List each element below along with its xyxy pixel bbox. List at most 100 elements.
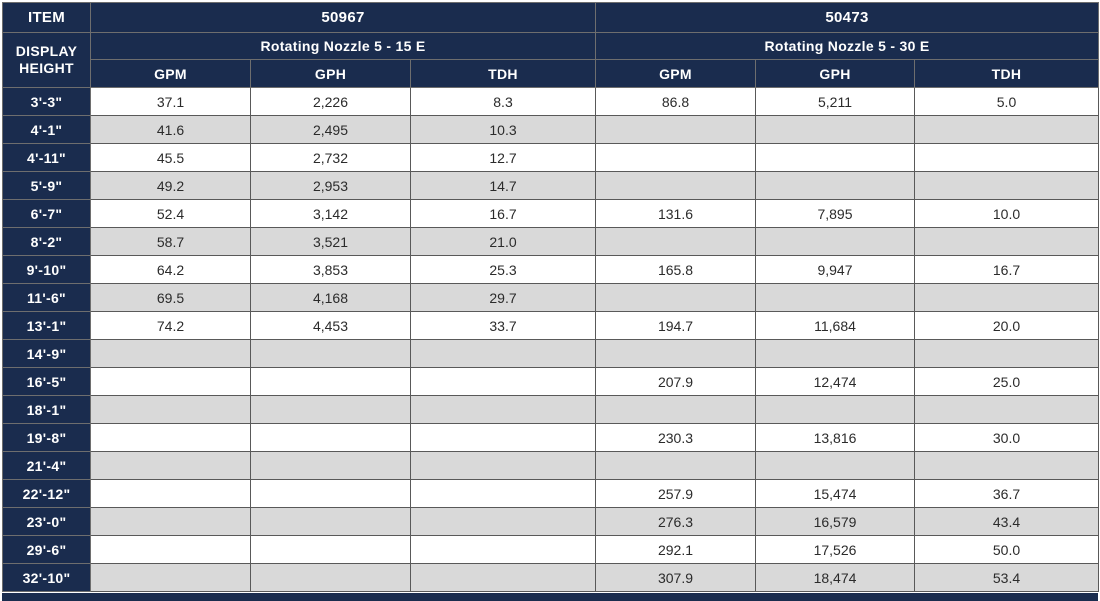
data-cell [914, 395, 1099, 424]
row-height-label: 11'-6" [2, 283, 91, 312]
data-cell: 69.5 [90, 283, 251, 312]
data-cell: 2,732 [250, 143, 411, 172]
data-cell [755, 143, 915, 172]
data-cell [595, 283, 756, 312]
row-height-label: 8'-2" [2, 227, 91, 256]
bottom-navy-strip [2, 593, 1098, 601]
data-cell [595, 115, 756, 144]
data-cell: 2,495 [250, 115, 411, 144]
row-height-label: 29'-6" [2, 535, 91, 564]
data-cell: 41.6 [90, 115, 251, 144]
data-cell [250, 451, 411, 480]
data-cell [914, 283, 1099, 312]
data-cell: 33.7 [410, 311, 596, 340]
data-cell [90, 395, 251, 424]
data-cell: 25.0 [914, 367, 1099, 396]
data-cell: 4,168 [250, 283, 411, 312]
data-cell: 3,142 [250, 199, 411, 228]
data-cell: 2,226 [250, 87, 411, 116]
table-row: 8'-2" 58.7 3,521 21.0 [2, 227, 1099, 256]
row-height-label: 19'-8" [2, 423, 91, 452]
data-cell: 3,853 [250, 255, 411, 284]
data-cell: 207.9 [595, 367, 756, 396]
data-cell: 257.9 [595, 479, 756, 508]
row-height-label: 21'-4" [2, 451, 91, 480]
data-cell: 52.4 [90, 199, 251, 228]
data-cell [90, 563, 251, 592]
data-cell: 74.2 [90, 311, 251, 340]
data-cell [250, 423, 411, 452]
data-cell: 49.2 [90, 171, 251, 200]
data-cell: 5,211 [755, 87, 915, 116]
data-cell: 5.0 [914, 87, 1099, 116]
table-row: 21'-4" [2, 451, 1099, 480]
data-cell: 12,474 [755, 367, 915, 396]
data-cell: 2,953 [250, 171, 411, 200]
item-number-50473: 50473 [595, 2, 1099, 33]
data-cell [595, 339, 756, 368]
data-cell: 276.3 [595, 507, 756, 536]
data-cell: 11,684 [755, 311, 915, 340]
data-cell: 3,521 [250, 227, 411, 256]
table-header: ITEM 50967 50473 DISPLAY HEIGHT Rotating… [2, 2, 1099, 88]
table-row: 3'-3" 37.1 2,226 8.3 86.8 5,211 5.0 [2, 87, 1099, 116]
data-cell [250, 479, 411, 508]
data-cell [914, 339, 1099, 368]
data-cell [410, 395, 596, 424]
data-cell: 50.0 [914, 535, 1099, 564]
table-row: 11'-6" 69.5 4,168 29.7 [2, 283, 1099, 312]
row-height-label: 18'-1" [2, 395, 91, 424]
data-cell [755, 395, 915, 424]
data-cell [595, 227, 756, 256]
nozzle-name-right: Rotating Nozzle 5 - 30 E [595, 32, 1099, 60]
data-cell [250, 563, 411, 592]
data-cell [90, 479, 251, 508]
row-height-label: 3'-3" [2, 87, 91, 116]
data-cell [755, 339, 915, 368]
data-cell: 21.0 [410, 227, 596, 256]
table-row: 16'-5" 207.9 12,474 25.0 [2, 367, 1099, 396]
data-cell: 64.2 [90, 255, 251, 284]
data-cell [410, 563, 596, 592]
data-cell [914, 143, 1099, 172]
data-cell [410, 339, 596, 368]
row-height-label: 5'-9" [2, 171, 91, 200]
data-cell [914, 171, 1099, 200]
table-row: 14'-9" [2, 339, 1099, 368]
row-height-label: 9'-10" [2, 255, 91, 284]
data-cell [90, 423, 251, 452]
row-height-label: 32'-10" [2, 563, 91, 592]
data-cell: 194.7 [595, 311, 756, 340]
item-corner-label: ITEM [2, 2, 91, 33]
data-cell: 230.3 [595, 423, 756, 452]
data-cell: 37.1 [90, 87, 251, 116]
table-row: 4'-1" 41.6 2,495 10.3 [2, 115, 1099, 144]
data-cell [755, 227, 915, 256]
data-cell [595, 451, 756, 480]
item-number-row: ITEM 50967 50473 [2, 2, 1099, 33]
data-cell: 18,474 [755, 563, 915, 592]
row-height-label: 16'-5" [2, 367, 91, 396]
data-cell [250, 367, 411, 396]
data-cell [755, 283, 915, 312]
data-cell: 53.4 [914, 563, 1099, 592]
table-row: 6'-7" 52.4 3,142 16.7 131.6 7,895 10.0 [2, 199, 1099, 228]
data-cell [90, 535, 251, 564]
data-cell: 9,947 [755, 255, 915, 284]
row-height-label: 23'-0" [2, 507, 91, 536]
data-cell [595, 143, 756, 172]
data-cell: 29.7 [410, 283, 596, 312]
table-row: 13'-1" 74.2 4,453 33.7 194.7 11,684 20.0 [2, 311, 1099, 340]
table-row: 4'-11" 45.5 2,732 12.7 [2, 143, 1099, 172]
data-cell [90, 507, 251, 536]
data-cell: 10.0 [914, 199, 1099, 228]
data-cell: 16,579 [755, 507, 915, 536]
data-cell: 7,895 [755, 199, 915, 228]
data-cell: 165.8 [595, 255, 756, 284]
table-row: 22'-12" 257.9 15,474 36.7 [2, 479, 1099, 508]
data-cell: 86.8 [595, 87, 756, 116]
table-row: 9'-10" 64.2 3,853 25.3 165.8 9,947 16.7 [2, 255, 1099, 284]
data-cell [410, 507, 596, 536]
data-cell [410, 451, 596, 480]
data-cell [914, 451, 1099, 480]
